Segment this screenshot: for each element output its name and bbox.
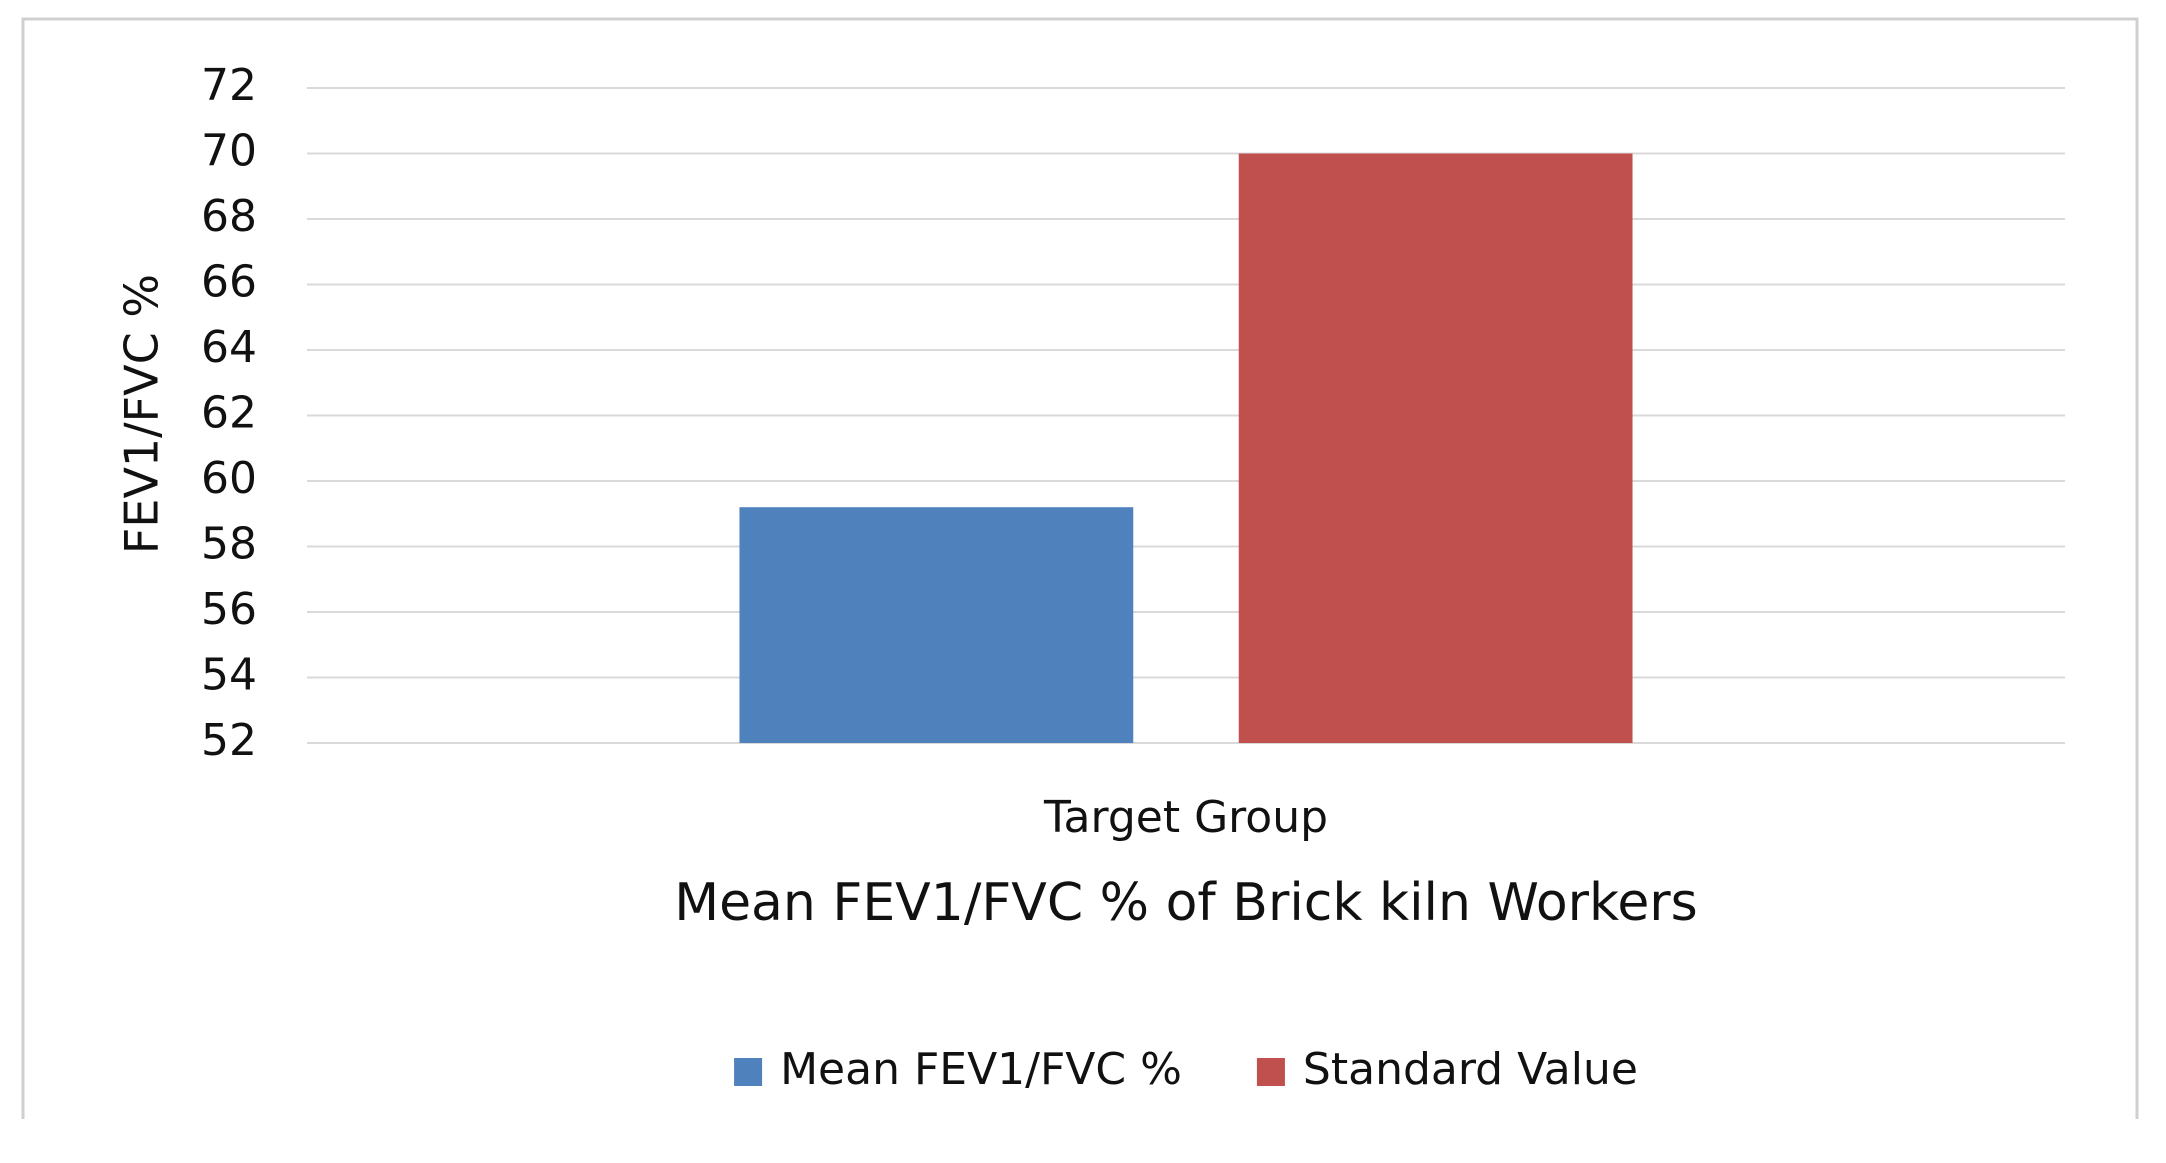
y-tick-label: 58 <box>201 519 257 570</box>
y-axis-label: FEV1/FVC % <box>115 274 169 554</box>
chart-title: Mean FEV1/FVC % of Brick kiln Workers <box>674 873 1698 933</box>
y-tick-label: 60 <box>201 453 257 504</box>
chart-border <box>21 17 2139 1119</box>
y-tick-label: 68 <box>201 191 257 242</box>
y-tick-label: 52 <box>201 715 257 766</box>
y-tick-label: 70 <box>201 126 257 177</box>
y-tick-label: 64 <box>201 322 257 373</box>
legend-label: Mean FEV1/FVC % <box>780 1044 1182 1095</box>
legend-swatch <box>734 1058 763 1086</box>
legend-label: Standard Value <box>1303 1044 1638 1095</box>
bar <box>1238 153 1633 743</box>
y-tick-label: 66 <box>201 257 257 308</box>
y-tick-label: 56 <box>201 584 257 635</box>
x-tick-label: Target Group <box>1043 792 1328 843</box>
legend-swatch <box>1256 1058 1285 1086</box>
bar <box>739 507 1134 743</box>
y-tick-label: 62 <box>201 388 257 439</box>
y-tick-label: 72 <box>201 60 257 111</box>
y-tick-label: 54 <box>201 650 257 701</box>
